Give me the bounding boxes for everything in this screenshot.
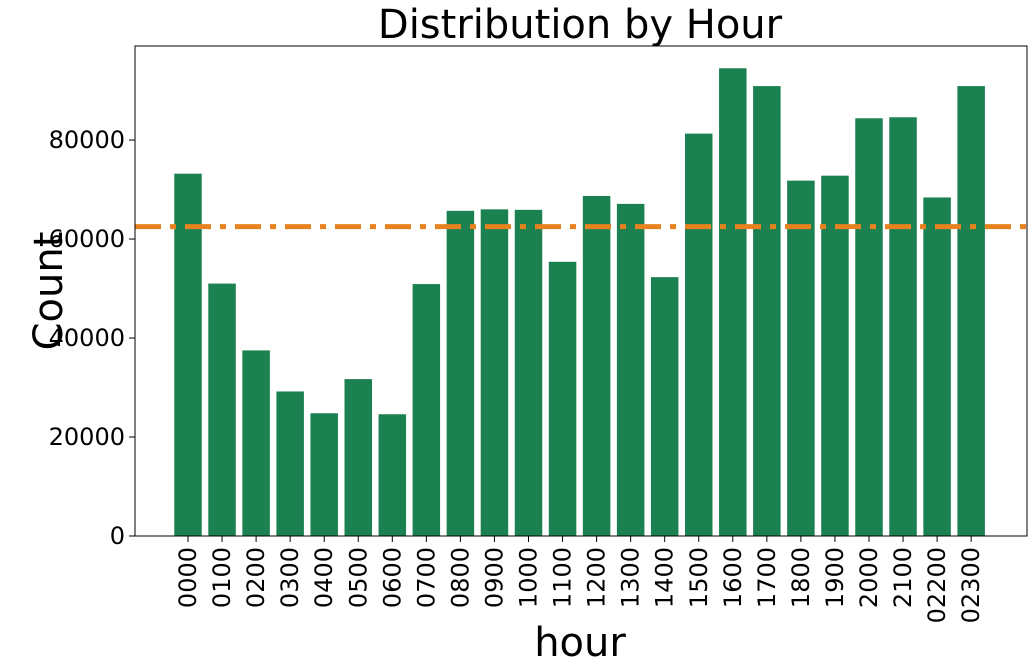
- bar-0300: [276, 391, 304, 536]
- x-tick-label: 1100: [549, 547, 577, 608]
- bar-2000: [855, 118, 883, 536]
- x-tick-label: 0200: [242, 547, 270, 608]
- x-tick-label: 0500: [344, 547, 372, 608]
- y-tick-label: 20000: [49, 423, 125, 451]
- bar-1800: [787, 180, 815, 536]
- x-tick-label: 0000: [174, 547, 202, 608]
- bar-1900: [821, 175, 849, 536]
- x-tick-label: 0700: [412, 547, 440, 608]
- y-axis-ticks: 0 20000 40000 60000 80000: [49, 126, 135, 550]
- y-tick-label: 40000: [49, 324, 125, 352]
- bar-0200: [242, 350, 270, 536]
- x-tick-label: 1300: [617, 547, 645, 608]
- bar-0600: [378, 414, 407, 536]
- bar-1300: [616, 203, 645, 536]
- y-tick-label: 0: [110, 522, 125, 550]
- x-axis-ticks: 0000 0100 0200 0300 0400 0500 0600 0700 0800 0900…: [174, 536, 985, 623]
- x-tick-label: 0600: [378, 547, 406, 608]
- x-tick-label: 0800: [446, 547, 474, 608]
- x-axis-label: hour: [534, 620, 626, 666]
- chart-title: Distribution by Hour: [378, 2, 783, 48]
- bar-0100: [208, 283, 236, 536]
- y-axis-label: Count: [26, 232, 72, 351]
- x-tick-label: 1800: [787, 547, 815, 608]
- x-tick-label: 2000: [855, 547, 883, 608]
- x-tick-label: 1500: [685, 547, 713, 608]
- x-tick-label: 0100: [208, 547, 236, 608]
- x-tick-label: 1200: [583, 547, 611, 608]
- bar-0000: [174, 173, 202, 536]
- y-tick-label: 80000: [49, 126, 125, 154]
- bar-1700: [753, 86, 781, 536]
- bar-02200: [923, 197, 951, 536]
- bar-1400: [650, 277, 679, 536]
- x-tick-label: 0400: [310, 547, 338, 608]
- plot-frame: [134, 45, 1028, 537]
- x-tick-label: 1000: [515, 547, 543, 608]
- x-tick-label: 2100: [889, 547, 917, 608]
- y-tick-label: 60000: [49, 225, 125, 253]
- x-tick-label: 1700: [753, 547, 781, 608]
- x-tick-label: 02300: [957, 547, 985, 623]
- x-tick-label: 1600: [719, 547, 747, 608]
- bar-0400: [310, 413, 338, 536]
- bar-1500: [685, 133, 713, 537]
- bar-0800: [446, 210, 475, 536]
- bar-1600: [719, 68, 747, 537]
- x-tick-label: 1400: [651, 547, 679, 608]
- bar-1000: [514, 209, 543, 536]
- bar-0500: [344, 379, 372, 536]
- bar-2100: [889, 117, 917, 537]
- bar-0700: [412, 284, 441, 536]
- x-tick-label: 0300: [276, 547, 304, 608]
- bar-1200: [582, 195, 611, 536]
- bar-0900: [480, 209, 509, 536]
- bars-group: [174, 68, 985, 537]
- x-tick-label: 0900: [480, 547, 508, 608]
- x-tick-label: 02200: [923, 547, 951, 623]
- bar-1100: [548, 261, 577, 536]
- x-tick-label: 1900: [821, 547, 849, 608]
- bar-02300: [957, 86, 985, 536]
